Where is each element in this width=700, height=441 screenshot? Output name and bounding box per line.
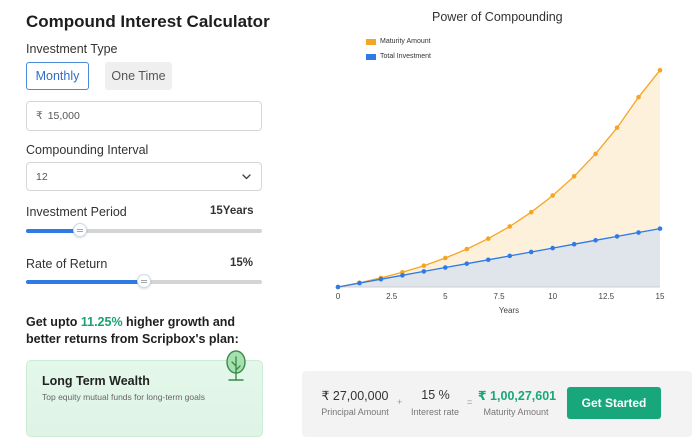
equals-sign: = [467,397,473,407]
rate-of-return-label: Rate of Return [26,257,108,271]
interest-rate-value: 15 % [421,388,450,402]
maturity-point [507,224,513,229]
maturity-point [571,174,577,179]
maturity-point [636,94,641,100]
investment-point [357,280,362,286]
rupee-icon: ₹ [36,110,43,122]
x-tick-label: 12.5 [599,292,615,301]
interest-rate-label: Interest rate [410,407,460,417]
investment-point [421,269,427,274]
card-title: Long Term Wealth [42,374,150,388]
investment-period-slider-handle[interactable] [73,223,88,237]
investment-period-value: 15Years [210,205,254,217]
investment-point [443,265,448,270]
investment-period-label: Investment Period [26,205,127,219]
chart-title: Power of Compounding [432,10,563,24]
rate-of-return-slider-handle[interactable] [137,274,151,288]
card-subtitle: Top equity mutual funds for long-term go… [42,392,206,402]
x-tick-label: 10 [548,292,557,301]
investment-point [335,284,341,290]
investment-point [400,273,405,278]
plus-sign: + [397,397,403,407]
x-tick-label: 2.5 [386,292,398,301]
investment-area [338,228,660,287]
compounding-interval-value: 12 [36,170,48,183]
principal-amount-label: Principal Amount [321,407,389,417]
x-tick-label: 15 [656,292,665,301]
x-tick-label: 5 [443,292,448,301]
maturity-area [338,70,660,287]
investment-type-label: Investment Type [26,42,118,56]
rate-of-return-slider[interactable] [26,274,262,288]
maturity-line [337,69,661,288]
rate-of-return-slider-fill [26,280,144,284]
investment-line [337,227,661,288]
legend-maturity: Maturity Amount [366,38,431,45]
investment-point [528,249,534,255]
investment-period-slider-fill [26,229,81,233]
get-started-button[interactable]: Get Started [567,387,661,419]
long-term-wealth-card[interactable]: Long Term Wealth Top equity mutual funds… [26,350,263,437]
x-tick-label: 7.5 [493,292,505,301]
maturity-point [335,284,341,290]
maturity-point [378,275,384,281]
investment-point [550,245,555,251]
investment-point [507,253,513,259]
legend-swatch-maturity [366,38,376,45]
promo-highlight: 11.25% [80,315,123,329]
maturity-point [464,246,470,252]
maturity-point [550,193,555,198]
principal-amount-value: ₹ 27,00,000 [321,389,389,403]
x-tick-label: 0 [336,292,341,301]
tab-monthly[interactable]: Monthly [26,62,89,90]
maturity-point [657,67,663,73]
legend-swatch-investment [366,53,376,60]
tab-one-time[interactable]: One Time [105,62,172,90]
investment-point [657,226,663,231]
maturity-point [528,209,534,215]
page-title: Compound Interest Calculator [26,12,270,31]
compounding-interval-select[interactable]: 12 [26,162,262,191]
maturity-point [614,125,620,130]
investment-point [378,276,384,282]
investment-point [485,257,491,263]
x-axis-label: Years [499,306,519,315]
tree-icon [226,350,246,381]
investment-point [571,241,577,247]
investment-point [636,230,641,235]
maturity-point [485,236,491,241]
legend-investment: Total Investment [366,53,431,60]
investment-point [614,234,620,239]
compounding-interval-label: Compounding Interval [26,143,149,157]
maturity-point [593,151,598,157]
maturity-amount-value: ₹ 1,00,27,601 [477,389,557,403]
maturity-point [443,255,448,261]
maturity-point [400,269,405,275]
amount-input[interactable]: ₹ 15,000 [26,101,262,131]
maturity-point [421,263,427,269]
amount-value: 15,000 [47,110,80,122]
investment-period-slider[interactable] [26,223,262,237]
rate-of-return-value: 15% [230,257,254,269]
maturity-point [357,280,362,286]
chevron-down-icon [242,174,251,180]
investment-point [593,238,598,243]
investment-point [464,261,470,266]
promo-text: Get upto 11.25% higher growth and better… [26,315,239,346]
maturity-amount-label: Maturity Amount [483,407,549,417]
